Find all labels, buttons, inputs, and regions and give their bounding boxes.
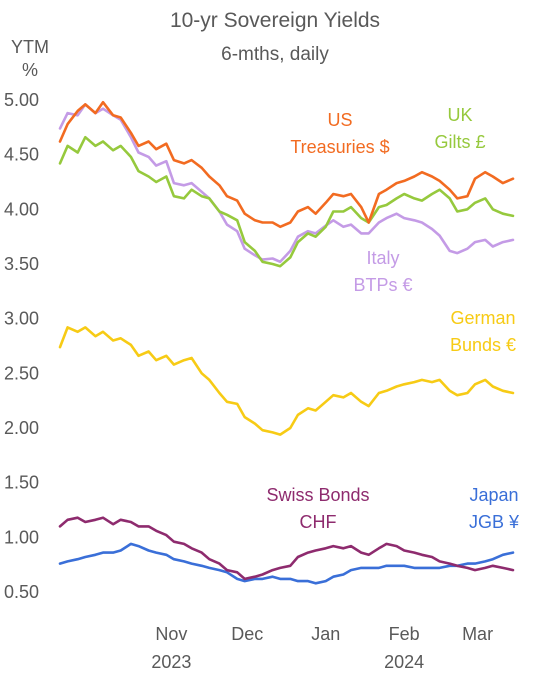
y-tick-label: 3.50	[4, 254, 39, 274]
y-tick-label: 4.50	[4, 145, 39, 165]
x-tick-label: Jan	[311, 624, 340, 644]
series-label-swiss: Swiss Bonds	[266, 485, 369, 505]
series-label-japan: Japan	[469, 485, 518, 505]
series-label-us: Treasuries $	[290, 137, 389, 157]
y-tick-label: 0.50	[4, 582, 39, 602]
series-line-uk	[58, 135, 515, 268]
chart-title: 10-yr Sovereign Yields	[170, 9, 380, 32]
series-line-us	[58, 100, 515, 229]
series-label-italy: Italy	[366, 248, 399, 268]
series-label-uk: UK	[447, 105, 472, 125]
y-axis-ticks: 5.00 4.50 4.00 3.50 3.00 2.50 2.00 1.50 1.00 0.50	[4, 90, 39, 602]
x-axis-ticks: Nov Dec Jan Feb Mar 2023 2024	[151, 624, 493, 672]
x-tick-label: Feb	[389, 624, 420, 644]
x-year-label: 2024	[384, 652, 424, 672]
chart-subtitle: 6-mths, daily	[221, 44, 329, 65]
series-label-italy: BTPs €	[353, 275, 412, 295]
series-line-italy	[58, 103, 515, 264]
series-label-germany: German	[450, 308, 515, 328]
series-label-swiss: CHF	[300, 512, 337, 532]
series-lines	[58, 100, 515, 585]
y-tick-label: 5.00	[4, 90, 39, 110]
series-line-japan	[58, 542, 515, 585]
x-tick-label: Mar	[462, 624, 493, 644]
x-tick-label: Dec	[231, 624, 263, 644]
series-line-germany	[58, 326, 515, 436]
y-tick-label: 4.00	[4, 199, 39, 219]
x-tick-label: Nov	[155, 624, 187, 644]
y-tick-label: 1.50	[4, 473, 39, 493]
series-label-japan: JGB ¥	[469, 512, 520, 532]
y-tick-label: 3.00	[4, 309, 39, 329]
series-labels: US Treasuries $ UK Gilts £ Italy BTPs € German…	[266, 105, 520, 532]
series-line-swiss	[58, 516, 515, 581]
series-label-us: US	[327, 110, 352, 130]
y-tick-label: 2.00	[4, 418, 39, 438]
y-tick-label: 2.50	[4, 363, 39, 383]
y-axis-label-unit: %	[22, 60, 38, 80]
y-tick-label: 1.00	[4, 527, 39, 547]
x-year-label: 2023	[151, 652, 191, 672]
y-axis-label-ytm: YTM	[11, 37, 49, 57]
series-label-germany: Bunds €	[450, 335, 516, 355]
series-label-uk: Gilts £	[434, 132, 485, 152]
